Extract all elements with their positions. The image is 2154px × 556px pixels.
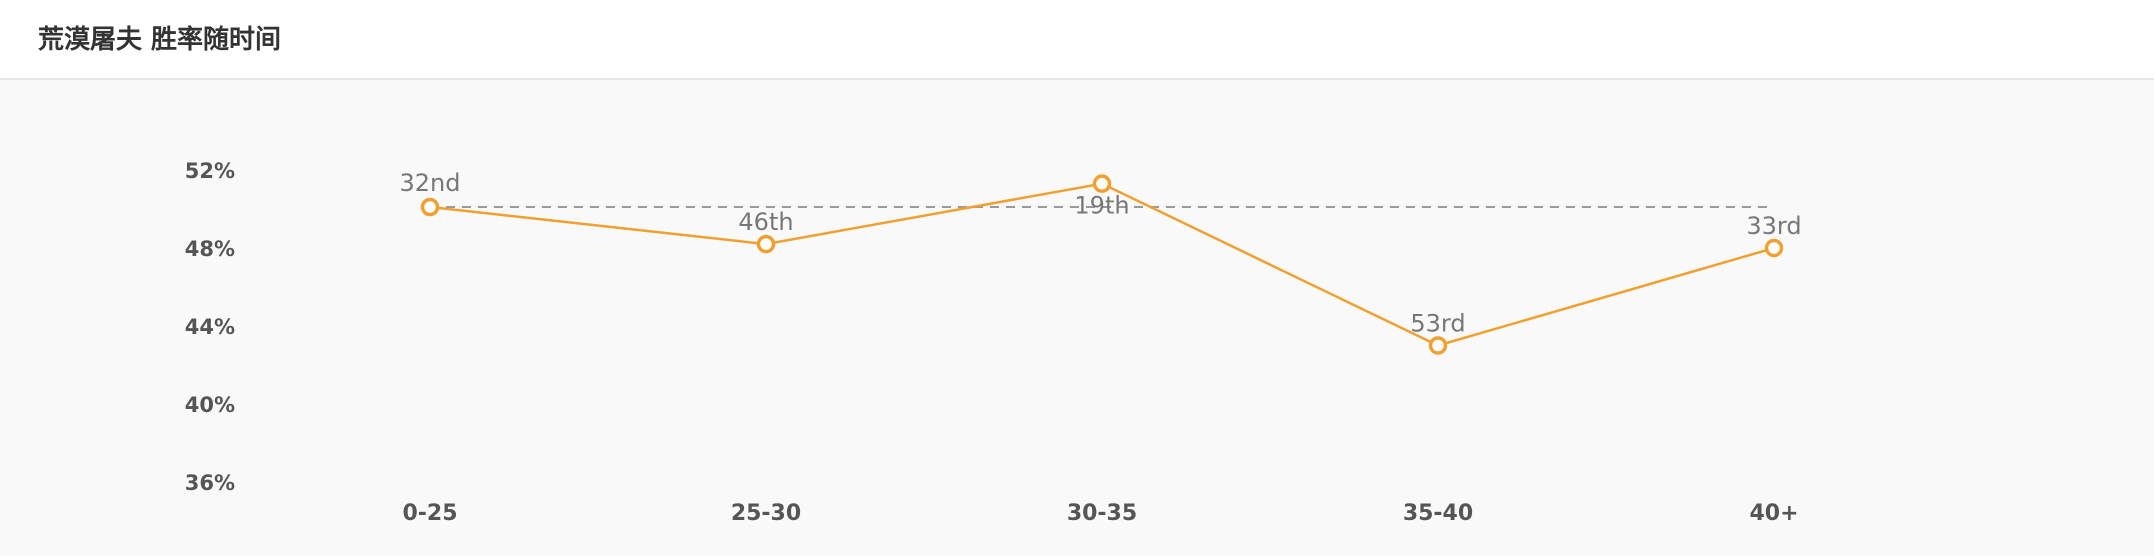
data-point [1764,238,1784,258]
x-tick-label: 40+ [1749,501,1798,526]
x-tick-label: 35-40 [1403,501,1473,526]
data-point [420,197,440,217]
y-tick-label: 44% [185,315,235,339]
panel-header: 荒漠屠夫 胜率随时间 [0,0,2154,80]
y-tick-label: 36% [185,471,235,495]
data-label: 53rd [1410,310,1465,338]
y-tick-label: 40% [185,393,235,417]
data-label: 46th [738,208,793,236]
data-label: 33rd [1746,212,1801,240]
y-tick-label: 52% [185,159,235,183]
x-tick-label: 30-35 [1067,501,1137,526]
data-label: 32nd [400,169,461,197]
chart-title: 荒漠屠夫 胜率随时间 [38,25,282,55]
data-point [1092,174,1112,193]
y-tick-label: 48% [185,237,235,261]
chart-area: 52% 48% 44% 40% 36% 0-25 25-30 30-35 35-40 40+ 32n… [0,80,2154,556]
x-tick-label: 0-25 [402,501,457,526]
x-tick-label: 25-30 [731,501,801,526]
data-point [1428,336,1448,355]
data-point [756,234,776,254]
data-label: 19th [1074,192,1129,220]
win-rate-line-chart: 52% 48% 44% 40% 36% 0-25 25-30 30-35 35-40 40+ 32n… [185,159,1802,526]
